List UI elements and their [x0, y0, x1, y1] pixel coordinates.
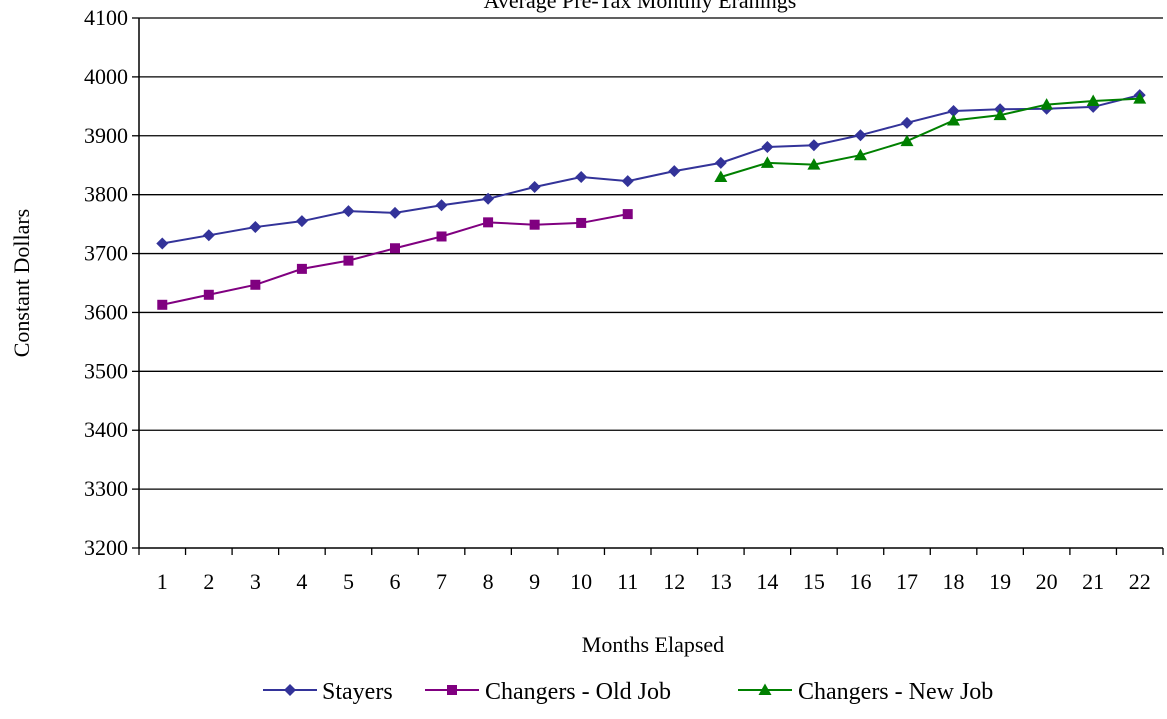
data-point: [249, 221, 262, 234]
series-1: [156, 89, 1146, 250]
x-tick-label: 17: [896, 569, 918, 594]
data-point: [296, 263, 307, 274]
data-point: [575, 171, 588, 183]
x-tick-label: 16: [849, 569, 871, 594]
x-tick-label: 7: [436, 569, 447, 594]
series: [156, 89, 1147, 310]
axes: [138, 18, 1163, 549]
y-tick-label: 3500: [84, 358, 128, 383]
data-point: [1040, 98, 1054, 110]
y-tick-label: 3300: [84, 476, 128, 501]
y-tick-label: 3200: [84, 535, 128, 560]
data-point: [529, 219, 540, 230]
y-tick-label: 4100: [84, 5, 128, 30]
data-point: [900, 134, 914, 147]
data-point: [1086, 94, 1100, 107]
y-axis-label: Constant Dollars: [9, 209, 34, 358]
x-tick-label: 8: [483, 569, 494, 594]
data-point: [854, 129, 867, 142]
x-tick-label: 18: [943, 569, 965, 594]
data-point: [528, 181, 541, 194]
series-2: [157, 209, 633, 310]
x-tick-label: 5: [343, 569, 354, 594]
data-point: [714, 170, 728, 182]
legend-label: Stayers: [322, 679, 393, 705]
legend-item: Changers - Old Job: [425, 679, 671, 705]
data-point: [156, 237, 169, 250]
data-point: [250, 279, 261, 290]
y-tick-label: 4000: [84, 64, 128, 89]
x-tick-label: 20: [1036, 569, 1058, 594]
x-tick-label: 4: [296, 569, 307, 594]
y-tick-label: 3700: [84, 241, 128, 266]
x-tick-label: 9: [529, 569, 540, 594]
data-point: [760, 156, 774, 168]
y-tick-label: 3600: [84, 299, 128, 324]
legend-label: Changers - Old Job: [485, 679, 671, 705]
grid: [139, 17, 1163, 490]
data-point: [807, 158, 821, 170]
data-point: [576, 217, 587, 228]
series-line: [720, 97, 1140, 178]
data-point: [668, 165, 681, 178]
legend-item: Changers - New Job: [738, 679, 993, 705]
data-point: [947, 105, 960, 118]
x-tick-label: 11: [617, 569, 638, 594]
data-point: [435, 199, 448, 212]
x-tick-label: 22: [1129, 569, 1151, 594]
data-point: [761, 140, 774, 153]
x-tick-label: 1: [157, 569, 168, 594]
chart-title: Average Pre-Tax Monthly Eranings: [484, 0, 797, 13]
x-tick-label: 6: [390, 569, 401, 594]
data-point: [203, 289, 214, 300]
data-point: [993, 108, 1007, 121]
data-point: [157, 299, 168, 310]
x-axis-ticks: 1 2 3 4 5 6 7 8 9 10 11 12 13 14 15 16 17 18 19 20 21 22: [138, 548, 1164, 594]
x-tick-label: 3: [250, 569, 261, 594]
data-point: [901, 116, 913, 129]
legend: Stayers Changers - Old Job Changers - New …: [263, 679, 993, 705]
y-tick-label: 3400: [84, 417, 128, 442]
x-axis-label: Months Elapsed: [582, 632, 724, 657]
legend-label: Changers - New Job: [798, 679, 993, 705]
data-point: [202, 229, 215, 242]
x-tick-label: 14: [756, 569, 778, 594]
data-point: [342, 205, 355, 218]
series-line: [162, 94, 1140, 245]
legend-swatch-marker: [758, 683, 772, 695]
data-point: [436, 231, 447, 242]
x-tick-label: 13: [710, 569, 732, 594]
data-point: [482, 192, 495, 205]
data-point: [853, 148, 867, 161]
series-3: [714, 92, 1147, 182]
y-axis-ticks: 3200 3300 3400 3500 3600 3700 3800 3900 4000 4100: [84, 5, 139, 560]
legend-swatch-marker: [284, 684, 296, 696]
legend-swatch-marker: [447, 685, 457, 695]
legend-item: Stayers: [263, 679, 393, 705]
y-tick-label: 3800: [84, 182, 128, 207]
data-point: [622, 209, 633, 220]
data-point: [343, 255, 354, 266]
data-point: [389, 206, 401, 219]
series-line: [162, 213, 628, 306]
data-point: [295, 215, 308, 228]
x-tick-label: 21: [1082, 569, 1104, 594]
x-tick-label: 12: [663, 569, 685, 594]
data-point: [1133, 92, 1147, 104]
y-tick-label: 3900: [84, 123, 128, 148]
data-point: [483, 217, 494, 228]
data-point: [807, 139, 820, 152]
data-point: [947, 113, 961, 126]
x-tick-label: 2: [203, 569, 214, 594]
data-point: [390, 243, 400, 254]
x-tick-label: 10: [570, 569, 592, 594]
data-point: [714, 156, 727, 169]
data-point: [621, 175, 634, 188]
x-tick-label: 19: [989, 569, 1011, 594]
x-tick-label: 15: [803, 569, 825, 594]
